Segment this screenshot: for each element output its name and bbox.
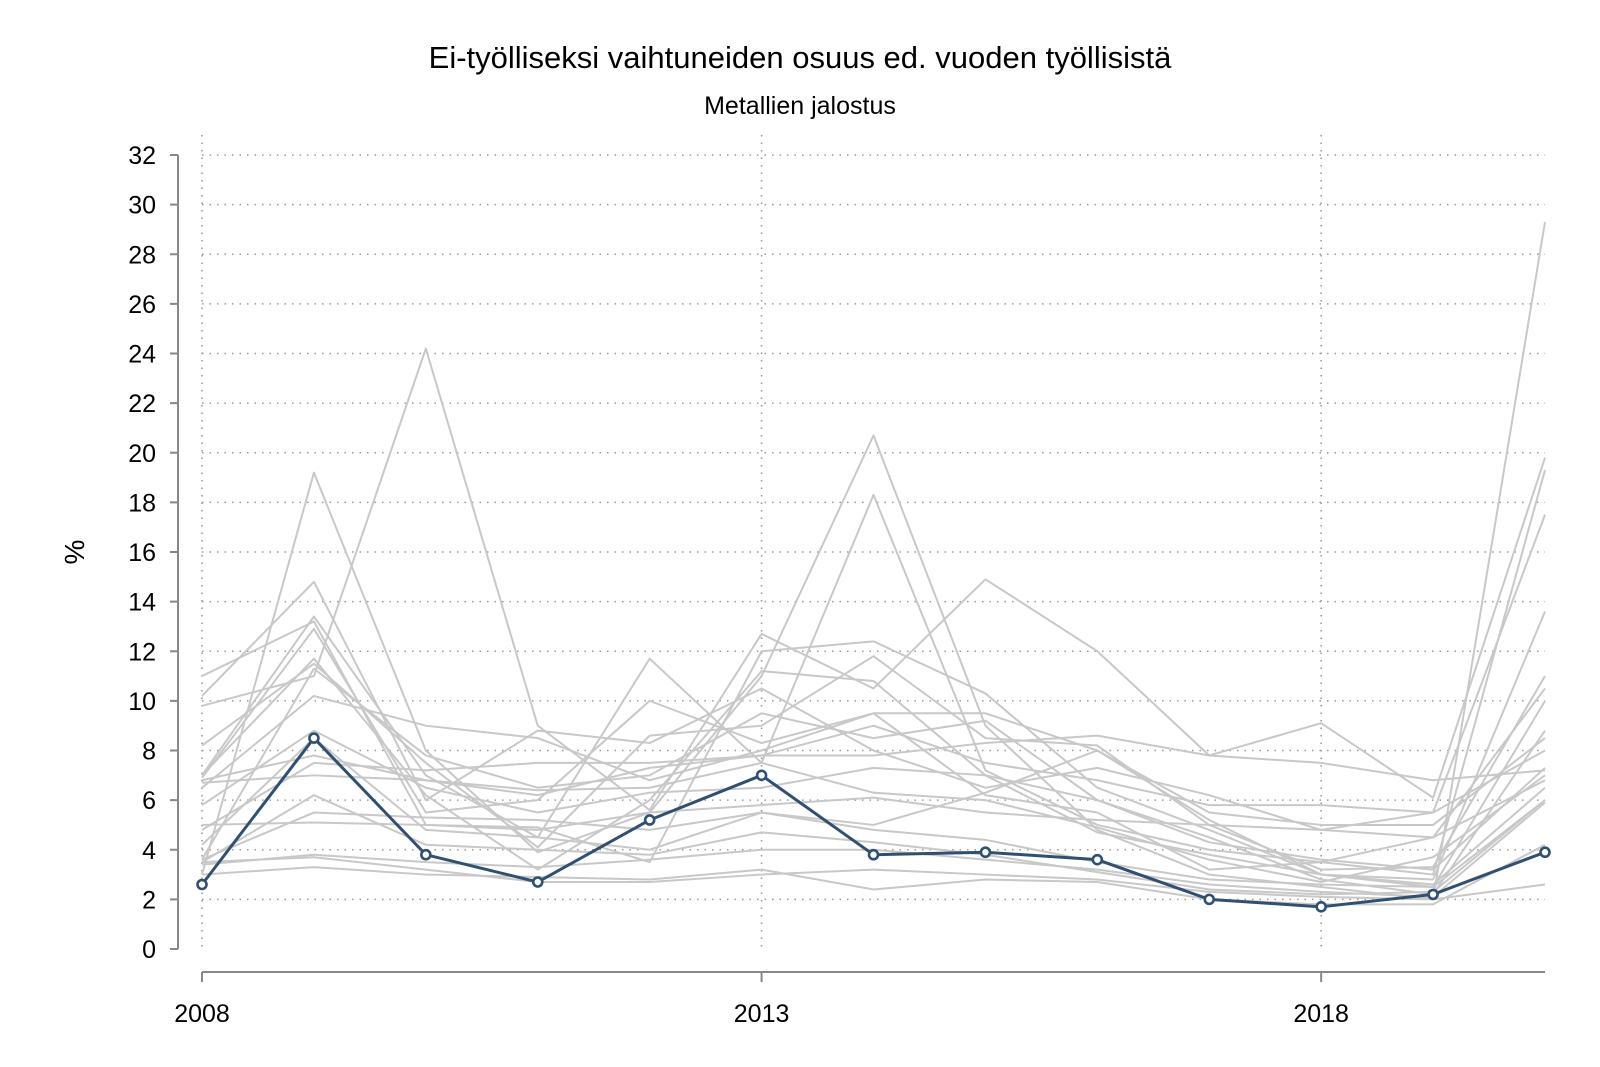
y-tick-label: 0 bbox=[142, 936, 156, 964]
background-series-line bbox=[201, 779, 1546, 839]
highlight-series-point bbox=[196, 878, 208, 891]
highlight-series-point bbox=[643, 814, 656, 826]
background-series-line bbox=[201, 694, 1546, 826]
y-tick-label: 12 bbox=[128, 638, 156, 666]
y-tick-label: 30 bbox=[128, 192, 156, 220]
y-tick-label: 22 bbox=[128, 390, 156, 418]
y-tick-label: 10 bbox=[128, 688, 156, 716]
x-tick-label: 2018 bbox=[1293, 1000, 1349, 1028]
highlight-series-point bbox=[755, 769, 768, 782]
highlight-series-point bbox=[1203, 893, 1216, 906]
y-tick-label: 26 bbox=[128, 291, 156, 319]
highlight-series-point bbox=[1539, 846, 1551, 859]
y-tick-label: 14 bbox=[128, 589, 156, 617]
background-series-line bbox=[201, 667, 1546, 896]
y-tick-label: 32 bbox=[128, 142, 156, 170]
background-series-line bbox=[201, 655, 1546, 871]
y-tick-label: 16 bbox=[128, 539, 156, 567]
y-tick-label: 28 bbox=[128, 241, 156, 269]
x-tick-label: 2013 bbox=[734, 1000, 790, 1028]
highlight-series-point bbox=[420, 848, 432, 861]
background-series-line bbox=[201, 729, 1546, 871]
y-tick-label: 18 bbox=[128, 489, 156, 517]
background-series-line bbox=[201, 734, 1546, 831]
background-series-line bbox=[201, 737, 1546, 888]
background-series-group bbox=[201, 221, 1546, 906]
y-tick-label: 2 bbox=[142, 886, 156, 914]
chart-title: Ei-työlliseksi vaihtuneiden osuus ed. vu… bbox=[428, 40, 1172, 75]
highlight-series-group bbox=[196, 732, 1551, 913]
background-series-line bbox=[201, 469, 1546, 876]
background-series-line bbox=[201, 221, 1546, 901]
highlight-series-point bbox=[308, 732, 320, 744]
y-tick-label: 20 bbox=[128, 440, 156, 468]
highlight-series-point bbox=[1315, 901, 1327, 913]
background-series-line bbox=[201, 794, 1546, 896]
highlight-series-point bbox=[867, 848, 880, 861]
background-series-line bbox=[201, 611, 1546, 881]
background-series-line bbox=[201, 347, 1546, 812]
x-tick-label: 2008 bbox=[174, 1000, 230, 1028]
y-axis-label: % bbox=[59, 540, 90, 565]
y-tick-label: 8 bbox=[142, 738, 156, 766]
y-tick-label: 4 bbox=[142, 837, 156, 865]
highlight-series-point bbox=[1091, 853, 1104, 866]
highlight-series-point bbox=[531, 876, 544, 888]
background-series-line bbox=[201, 856, 1546, 901]
chart-subtitle: Metallien jalostus bbox=[704, 92, 896, 120]
highlight-series-point bbox=[1427, 888, 1439, 901]
highlight-series-point bbox=[979, 846, 992, 859]
background-series-line bbox=[201, 761, 1546, 884]
gridlines bbox=[201, 135, 1545, 949]
y-tick-label: 24 bbox=[128, 341, 156, 369]
y-tick-label: 6 bbox=[142, 787, 156, 815]
background-series-line bbox=[201, 749, 1546, 886]
